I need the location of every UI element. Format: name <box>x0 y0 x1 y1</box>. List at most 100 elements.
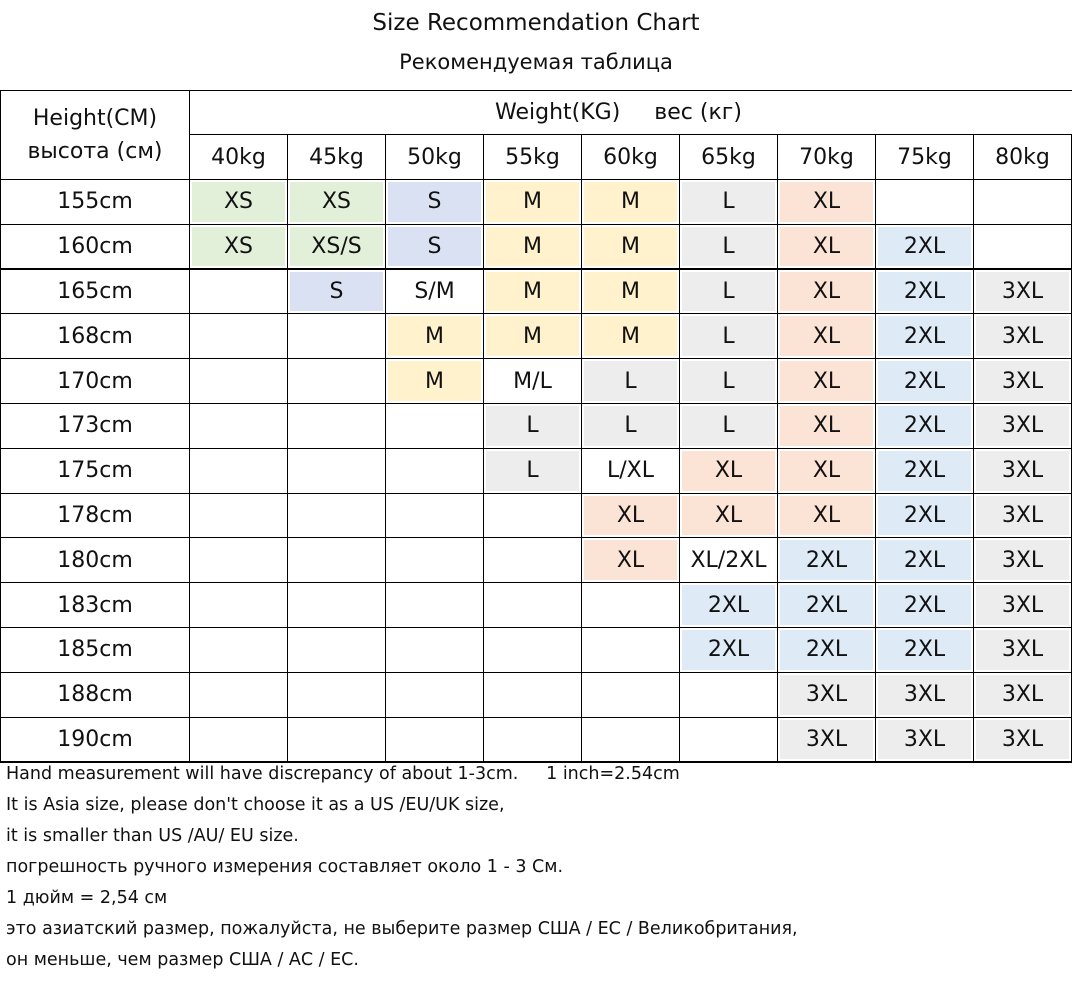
cell-fill <box>584 316 677 357</box>
size-label: M <box>523 233 542 259</box>
size-cell: 3XL <box>876 717 974 763</box>
height-label: 175cm <box>57 458 133 484</box>
cell-fill <box>780 585 873 625</box>
size-cell: M <box>484 224 582 270</box>
cell-fill <box>388 316 481 357</box>
cell-fill <box>878 674 971 715</box>
size-cell: 3XL <box>778 672 876 718</box>
size-cell: XS <box>190 180 288 225</box>
size-cell: XL <box>778 314 876 360</box>
size-cell: 2XL <box>778 538 876 584</box>
height-label: 183cm <box>57 592 133 618</box>
cell-fill <box>290 182 383 222</box>
row-header: 178cm <box>0 493 190 539</box>
size-cell: L <box>680 404 778 449</box>
column-label: 60kg <box>603 144 658 170</box>
size-cell: S <box>386 180 484 225</box>
cell-fill <box>192 182 285 222</box>
cell-fill <box>682 495 775 536</box>
cell-fill <box>780 540 873 581</box>
cell-fill <box>682 450 775 491</box>
size-cell <box>190 314 288 360</box>
size-cell: XL <box>680 493 778 539</box>
cell-fill <box>584 495 677 536</box>
cell-fill <box>780 674 873 715</box>
size-cell <box>484 493 582 539</box>
cell-fill <box>290 271 383 312</box>
size-cell <box>288 359 386 404</box>
size-label: XL <box>714 502 743 528</box>
size-cell <box>190 404 288 449</box>
size-label: 3XL <box>1001 592 1044 618</box>
column-label: 45kg <box>309 144 364 170</box>
size-cell <box>386 628 484 673</box>
height-label: 155cm <box>57 189 133 215</box>
size-cell: M <box>484 180 582 225</box>
row-header: 170cm <box>0 359 190 404</box>
cell-fill <box>682 271 775 312</box>
size-label: M <box>621 278 640 304</box>
height-header-line: Height(CM) <box>32 106 158 131</box>
size-cell: XL <box>778 404 876 449</box>
cell-fill <box>584 271 677 312</box>
size-cell <box>190 448 288 494</box>
column-header: 75kg <box>876 135 974 180</box>
note-line: Hand measurement will have discrepancy o… <box>6 764 680 784</box>
size-label: 2XL <box>903 637 946 663</box>
column-header: 45kg <box>288 135 386 180</box>
height-label: 180cm <box>57 547 133 573</box>
row-header: 168cm <box>0 314 190 360</box>
height-label: 173cm <box>57 413 133 439</box>
column-header: 50kg <box>386 135 484 180</box>
size-label: 2XL <box>805 592 848 618</box>
cell-fill <box>682 406 775 446</box>
size-label: XL <box>812 502 841 528</box>
size-label: 3XL <box>805 682 848 708</box>
size-cell: S <box>386 224 484 270</box>
size-cell: 2XL <box>876 628 974 673</box>
size-cell <box>484 628 582 673</box>
cell-fill <box>976 585 1069 625</box>
size-cell: XL/2XL <box>680 538 778 584</box>
cell-fill <box>584 540 677 581</box>
size-cell: XL <box>778 224 876 270</box>
size-cell <box>288 314 386 360</box>
column-header: 70kg <box>778 135 876 180</box>
height-label: 160cm <box>57 233 133 259</box>
cell-fill <box>682 585 775 625</box>
size-cell <box>288 628 386 673</box>
column-header: 80kg <box>974 135 1072 180</box>
size-cell: 3XL <box>974 717 1072 763</box>
cell-fill <box>780 271 873 312</box>
row-header: 188cm <box>0 672 190 718</box>
cell-fill <box>878 450 971 491</box>
size-cell: 2XL <box>680 583 778 628</box>
cell-fill <box>878 495 971 536</box>
cell-fill <box>878 271 971 312</box>
size-label: L <box>722 323 735 349</box>
size-cell <box>386 404 484 449</box>
cell-fill <box>878 361 971 401</box>
row-header: 175cm <box>0 448 190 494</box>
cell-fill <box>682 316 775 357</box>
cell-fill <box>388 361 481 401</box>
size-cell <box>190 628 288 673</box>
column-label: 55kg <box>505 144 560 170</box>
size-cell: 2XL <box>778 583 876 628</box>
column-label: 70kg <box>799 144 854 170</box>
subtitle: Рекомендуемая таблица <box>399 50 673 74</box>
size-label: XL <box>812 278 841 304</box>
size-label: XS <box>223 189 254 215</box>
size-cell: 2XL <box>876 493 974 539</box>
size-cell <box>484 538 582 584</box>
size-cell: 2XL <box>876 359 974 404</box>
note-line: It is Asia size, please don't choose it … <box>6 795 505 815</box>
size-cell: 2XL <box>680 628 778 673</box>
size-cell: XS/S <box>288 224 386 270</box>
size-label: XL <box>616 502 645 528</box>
size-cell <box>190 583 288 628</box>
size-cell: M <box>582 224 680 270</box>
size-cell: M <box>484 269 582 315</box>
size-label: XL <box>812 323 841 349</box>
size-label: XL <box>812 368 841 394</box>
